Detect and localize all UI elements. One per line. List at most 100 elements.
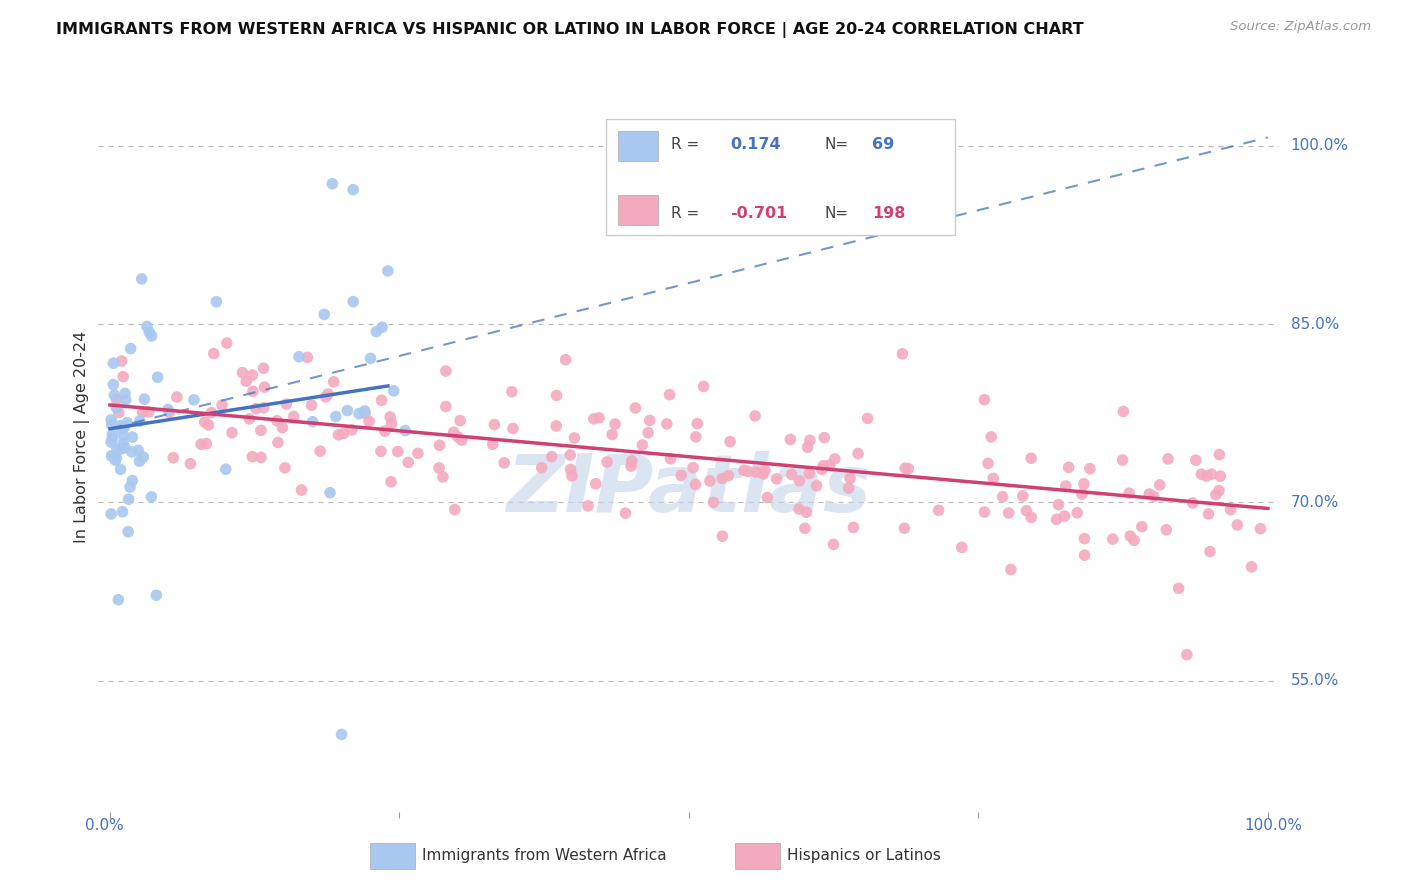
Point	[100, 449, 122, 463]
Point	[576, 499, 599, 513]
Point	[842, 520, 865, 534]
Text: -0.701: -0.701	[730, 206, 787, 221]
Point	[340, 423, 363, 437]
Point	[231, 366, 253, 380]
Point	[893, 521, 915, 535]
Point	[141, 329, 163, 343]
Point	[202, 346, 225, 360]
Point	[197, 417, 219, 432]
Point	[450, 433, 472, 447]
Point	[699, 474, 721, 488]
Point	[235, 374, 257, 388]
Point	[283, 409, 305, 424]
Point	[1019, 451, 1042, 466]
FancyBboxPatch shape	[619, 195, 658, 225]
Point	[134, 392, 156, 406]
Point	[107, 405, 129, 419]
Point	[242, 368, 264, 382]
Point	[1219, 502, 1241, 516]
Point	[813, 458, 835, 473]
Point	[1208, 483, 1230, 498]
Point	[157, 405, 180, 419]
Point	[382, 384, 405, 398]
Text: Hispanics or Latinos: Hispanics or Latinos	[787, 848, 941, 863]
Point	[1249, 522, 1271, 536]
Point	[276, 397, 298, 411]
Point	[138, 326, 160, 340]
Point	[530, 460, 553, 475]
Point	[1119, 529, 1142, 543]
Point	[846, 446, 869, 460]
Point	[1073, 532, 1095, 546]
Point	[250, 423, 273, 437]
Point	[603, 417, 626, 431]
Point	[242, 384, 264, 399]
Point	[1195, 469, 1218, 483]
Point	[245, 401, 267, 416]
Point	[100, 507, 122, 521]
Point	[107, 592, 129, 607]
Point	[322, 375, 344, 389]
Point	[702, 495, 724, 509]
Point	[1130, 519, 1153, 533]
Point	[752, 467, 775, 481]
Point	[564, 431, 586, 445]
Point	[546, 418, 568, 433]
Point	[1045, 512, 1067, 526]
Point	[253, 380, 276, 394]
Point	[253, 401, 276, 415]
Point	[1000, 562, 1022, 576]
Point	[779, 433, 801, 447]
Point	[799, 467, 821, 481]
Text: 85.0%: 85.0%	[1291, 317, 1339, 332]
Point	[443, 425, 465, 440]
Point	[128, 454, 150, 468]
Text: N=: N=	[825, 206, 849, 221]
Point	[110, 462, 132, 476]
Point	[321, 177, 343, 191]
Point	[359, 414, 381, 428]
Point	[1137, 487, 1160, 501]
Text: Immigrants from Western Africa: Immigrants from Western Africa	[422, 848, 666, 863]
Point	[114, 441, 136, 455]
Point	[796, 505, 818, 519]
Point	[314, 307, 336, 321]
Point	[1201, 467, 1223, 482]
Point	[301, 398, 323, 412]
Point	[1118, 486, 1140, 500]
Point	[112, 436, 135, 450]
Point	[131, 405, 153, 419]
Point	[1181, 496, 1204, 510]
Point	[1057, 460, 1080, 475]
Point	[290, 483, 312, 497]
Point	[242, 450, 264, 464]
Point	[638, 413, 661, 427]
Point	[353, 404, 375, 418]
Point	[894, 461, 917, 475]
Text: 55.0%: 55.0%	[1291, 673, 1339, 689]
Point	[856, 411, 879, 425]
Point	[1199, 544, 1222, 558]
Text: 69: 69	[872, 137, 894, 152]
Point	[546, 388, 568, 402]
Point	[211, 398, 233, 412]
Point	[717, 468, 740, 483]
Point	[111, 505, 134, 519]
Point	[588, 410, 610, 425]
Point	[631, 438, 654, 452]
Point	[136, 319, 159, 334]
Point	[319, 485, 342, 500]
Point	[928, 503, 950, 517]
Point	[427, 461, 450, 475]
Point	[1208, 448, 1230, 462]
Point	[288, 350, 311, 364]
Point	[387, 444, 409, 458]
Point	[377, 264, 399, 278]
Point	[494, 456, 516, 470]
Point	[484, 417, 506, 432]
Point	[624, 401, 647, 415]
Point	[131, 272, 153, 286]
Point	[360, 351, 382, 366]
Point	[342, 183, 364, 197]
Point	[370, 444, 392, 458]
